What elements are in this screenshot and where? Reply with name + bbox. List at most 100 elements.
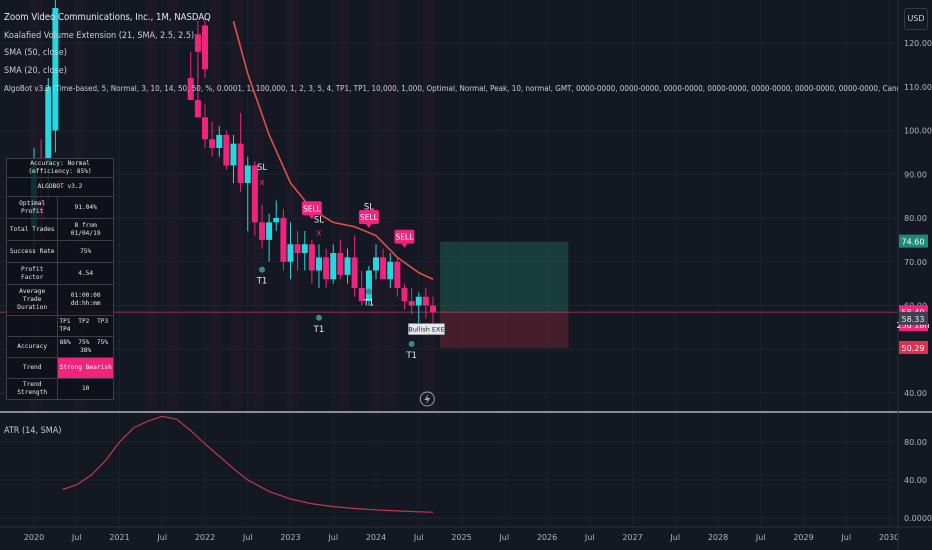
marker-t1: T1 — [363, 299, 375, 309]
atr-y-tick-label: 80.00 — [904, 438, 927, 447]
marker-sl: SL — [364, 202, 374, 212]
row-label: Profit Factor — [5, 262, 59, 285]
indicator-volume-extension[interactable]: Koalafied Volume Extension (21, SMA, 2.5… — [4, 31, 195, 41]
indicator-algobot[interactable]: AlgoBot v3.2 (Time-based, 5, Normal, 3, … — [4, 84, 898, 93]
tp-headers: TP1 TP2 TP3 TP4 — [57, 315, 114, 337]
tp3-accuracy: 75% — [96, 339, 109, 346]
marker-x: x — [259, 178, 265, 188]
candle-body — [45, 86, 52, 166]
y-tick-label: 70.00 — [904, 258, 927, 267]
candle-body — [301, 244, 308, 253]
candle-body — [308, 244, 315, 271]
candle-body — [273, 218, 280, 223]
candle-body — [401, 288, 408, 302]
candle-body — [394, 261, 401, 288]
candle-body — [337, 253, 344, 275]
marker-x: x — [316, 229, 322, 239]
sma-50-line — [232, 20, 434, 280]
bullish-exe-label: Bullish EXE — [408, 326, 444, 334]
row-label: Total Trades — [5, 218, 59, 241]
atr-y-tick-label: 0.0000 — [904, 514, 932, 523]
x-tick-label: Jul — [584, 533, 595, 542]
candle-body — [330, 253, 337, 280]
row-value: 91.04% — [57, 196, 114, 219]
candle-body — [365, 270, 372, 302]
candle-body — [187, 78, 194, 100]
candle-body — [287, 244, 294, 262]
atr-line — [62, 415, 434, 513]
algobot-stats-table: Accuracy: Normal (efficiency: 85%) ALGOB… — [5, 158, 114, 400]
candle-body — [373, 257, 379, 271]
target-zone — [440, 241, 569, 313]
sell-signal-pointer — [365, 224, 372, 228]
candle-body — [415, 296, 422, 306]
currency-button[interactable]: USD — [904, 8, 928, 30]
x-tick-label: Jul — [413, 533, 424, 542]
session-band — [286, 0, 299, 410]
sell-signal-pointer — [308, 215, 315, 220]
candle-body — [251, 165, 258, 223]
x-tick-label: 2022 — [195, 533, 215, 542]
candle-body — [244, 165, 251, 183]
x-tick-label: Jul — [242, 533, 253, 542]
candle-body — [323, 257, 330, 280]
y-tick-label: 100.00 — [904, 127, 932, 136]
candle-body — [209, 139, 216, 148]
candle-body — [230, 143, 237, 166]
tp2-header: TP2 — [78, 318, 90, 325]
price-label-entry-bg — [899, 311, 928, 325]
x-tick-label: 2020 — [24, 533, 44, 542]
sell-signal-label: SELL — [360, 213, 379, 222]
sell-signal-box — [358, 210, 379, 224]
row-value: 4.54 — [57, 262, 114, 285]
session-band — [371, 0, 384, 410]
table-header: Accuracy: Normal (efficiency: 85%) — [6, 158, 114, 178]
session-band — [145, 0, 158, 410]
strength-label: Trend Strength — [5, 378, 59, 400]
candle-body — [237, 143, 244, 183]
x-tick-label: Jul — [840, 533, 851, 542]
sell-signal-box — [301, 201, 322, 216]
sell-signal-label: SELL — [396, 233, 415, 242]
x-tick-label: 2021 — [109, 533, 129, 542]
atr-label[interactable]: ATR (14, SMA) — [4, 426, 62, 436]
candle-body — [422, 296, 429, 306]
candle-body — [380, 257, 387, 280]
candle-body — [387, 261, 394, 280]
candle-body — [344, 257, 351, 275]
lightning-icon-ring — [419, 391, 435, 407]
tp1-header: TP1 — [59, 318, 71, 325]
y-tick-label: 90.00 — [904, 170, 927, 179]
accuracy-label: Accuracy — [5, 336, 59, 358]
tp4-header: TP4 — [59, 326, 71, 333]
target-dot — [315, 314, 322, 321]
y-tick-label: 110.00 — [904, 83, 932, 92]
row-value: 01:00:00 dd:hh:mm — [57, 284, 114, 316]
session-band — [166, 0, 179, 410]
candle-body — [52, 8, 59, 131]
x-tick-label: Jul — [669, 533, 680, 542]
row-value: 75% — [57, 240, 114, 263]
marker-sl: SL — [257, 163, 267, 173]
marker-t1: T1 — [313, 325, 325, 335]
candle-body — [351, 257, 358, 288]
candle-body — [194, 99, 201, 118]
candle-body — [216, 134, 223, 148]
x-tick-label: 2023 — [280, 533, 300, 542]
tp1-accuracy: 88% — [59, 339, 71, 346]
indicator-sma-50[interactable]: SMA (50, close) — [4, 48, 67, 58]
x-tick-label: Jul — [755, 533, 766, 542]
price-label-stop-bg — [899, 340, 928, 354]
candle-body — [223, 134, 230, 166]
row-label: Optimal Profit — [5, 196, 59, 219]
row-label: Average Trade Duration — [5, 284, 59, 316]
trend-value: Strong Bearish — [57, 357, 114, 379]
price-label-target: 74.60 — [902, 238, 925, 247]
x-tick-label: 2029 — [793, 533, 813, 542]
session-band — [423, 0, 436, 410]
session-band — [209, 0, 222, 410]
indicator-sma-20[interactable]: SMA (20, close) — [4, 66, 67, 76]
session-band — [230, 0, 243, 410]
x-tick-label: Jul — [327, 533, 338, 542]
